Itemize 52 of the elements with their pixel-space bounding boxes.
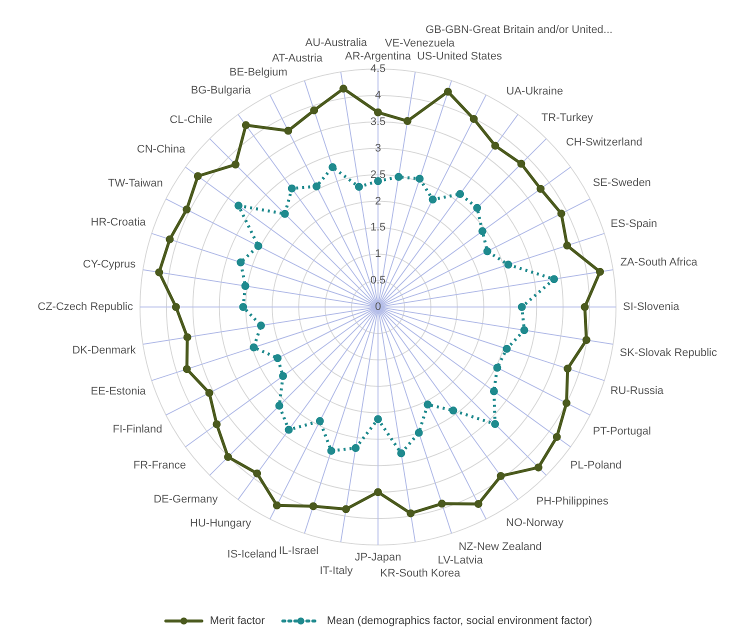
spoke-label: SK-Slovak Republic: [620, 347, 718, 360]
spoke-label: RU-Russia: [610, 385, 664, 398]
spoke-label: LV-Latvia: [438, 554, 484, 566]
y-tick-label: 4.5: [370, 63, 386, 76]
spoke-label: US-United States: [416, 50, 502, 62]
spoke-label: UA-Ukraine: [506, 85, 564, 98]
y-tick-label: 4: [374, 89, 382, 102]
spoke-label: KR-South Korea: [380, 568, 462, 580]
spoke-label: CH-Switzerland: [566, 136, 642, 149]
spoke-label: ES-Spain: [610, 218, 658, 230]
spoke-label: IT-Italy: [320, 564, 354, 577]
spoke-label: NZ-New Zealand: [458, 540, 542, 553]
spoke-label: NO-Norway: [506, 516, 564, 529]
y-tick-label: 0: [374, 301, 382, 314]
legend-label: Merit factor: [210, 615, 266, 628]
spoke-label: SE-Sweden: [592, 176, 651, 189]
spoke-label: CZ-Czech Republic: [38, 301, 134, 314]
spoke-label: VE-Venezuela: [384, 37, 456, 50]
spoke-label: FI-Finland: [112, 424, 162, 436]
spoke-label: EE-Estonia: [90, 385, 147, 398]
spoke-label: HR-Croatia: [90, 216, 147, 229]
spoke-label: CY-Cyprus: [82, 258, 136, 270]
y-tick-label: 2.5: [370, 168, 386, 181]
y-tick-label: 3.5: [370, 116, 386, 128]
spoke-label: AR-Argentina: [344, 50, 412, 63]
spoke-label: FR-France: [133, 460, 186, 472]
spoke-label: GB-GBN-Great Britain and/or United...: [426, 24, 613, 36]
y-tick-label: 1: [374, 248, 382, 260]
y-tick-label: 2: [374, 195, 382, 208]
spoke-label: IL-Israel: [278, 545, 319, 558]
spoke-label: BG-Bulgaria: [190, 84, 252, 97]
spoke-label: PH-Philippines: [536, 495, 609, 508]
spoke-label: ZA-South Africa: [620, 256, 698, 269]
spoke-label: TW-Taiwan: [108, 177, 163, 190]
spoke-label: AU-Australia: [305, 36, 368, 49]
y-tick-label: 3: [374, 142, 382, 154]
spoke-label: DE-Germany: [154, 493, 218, 506]
legend-label: Mean (demographics factor, social environment factor): [326, 615, 592, 628]
spoke-label: TR-Turkey: [541, 112, 594, 124]
spoke-label: PT-Portugal: [592, 425, 651, 438]
spoke-label: AT-Austria: [272, 52, 324, 65]
spoke-label: PL-Poland: [570, 459, 622, 472]
spoke-label: SI-Slovenia: [622, 301, 680, 314]
spoke-label: JP-Japan: [354, 552, 402, 564]
y-tick-label: 1.5: [370, 222, 386, 234]
spoke-label: HU-Hungary: [190, 518, 252, 530]
spoke-label: DK-Denmark: [72, 344, 136, 356]
spoke-label: IS-Iceland: [227, 548, 277, 560]
y-tick-label: 0.5: [370, 274, 386, 287]
spoke-label: CN-China: [136, 143, 186, 156]
spoke-label: CL-Chile: [170, 114, 212, 126]
spoke-label: BE-Belgium: [229, 66, 288, 78]
